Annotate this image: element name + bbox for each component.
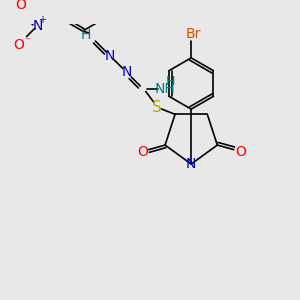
Text: ⁻: ⁻ [25,36,30,46]
Text: O: O [235,146,246,159]
Text: O: O [13,38,24,52]
Text: H: H [166,75,175,88]
Text: N: N [121,65,132,79]
Text: H: H [81,28,92,42]
Text: N: N [32,19,43,33]
Text: N: N [186,157,196,171]
Text: O: O [137,146,148,159]
Text: +: + [38,15,46,25]
Text: O: O [16,0,26,12]
Text: N: N [105,49,115,63]
Text: NH: NH [154,82,176,96]
Text: Br: Br [185,27,201,41]
Text: S: S [152,100,162,115]
